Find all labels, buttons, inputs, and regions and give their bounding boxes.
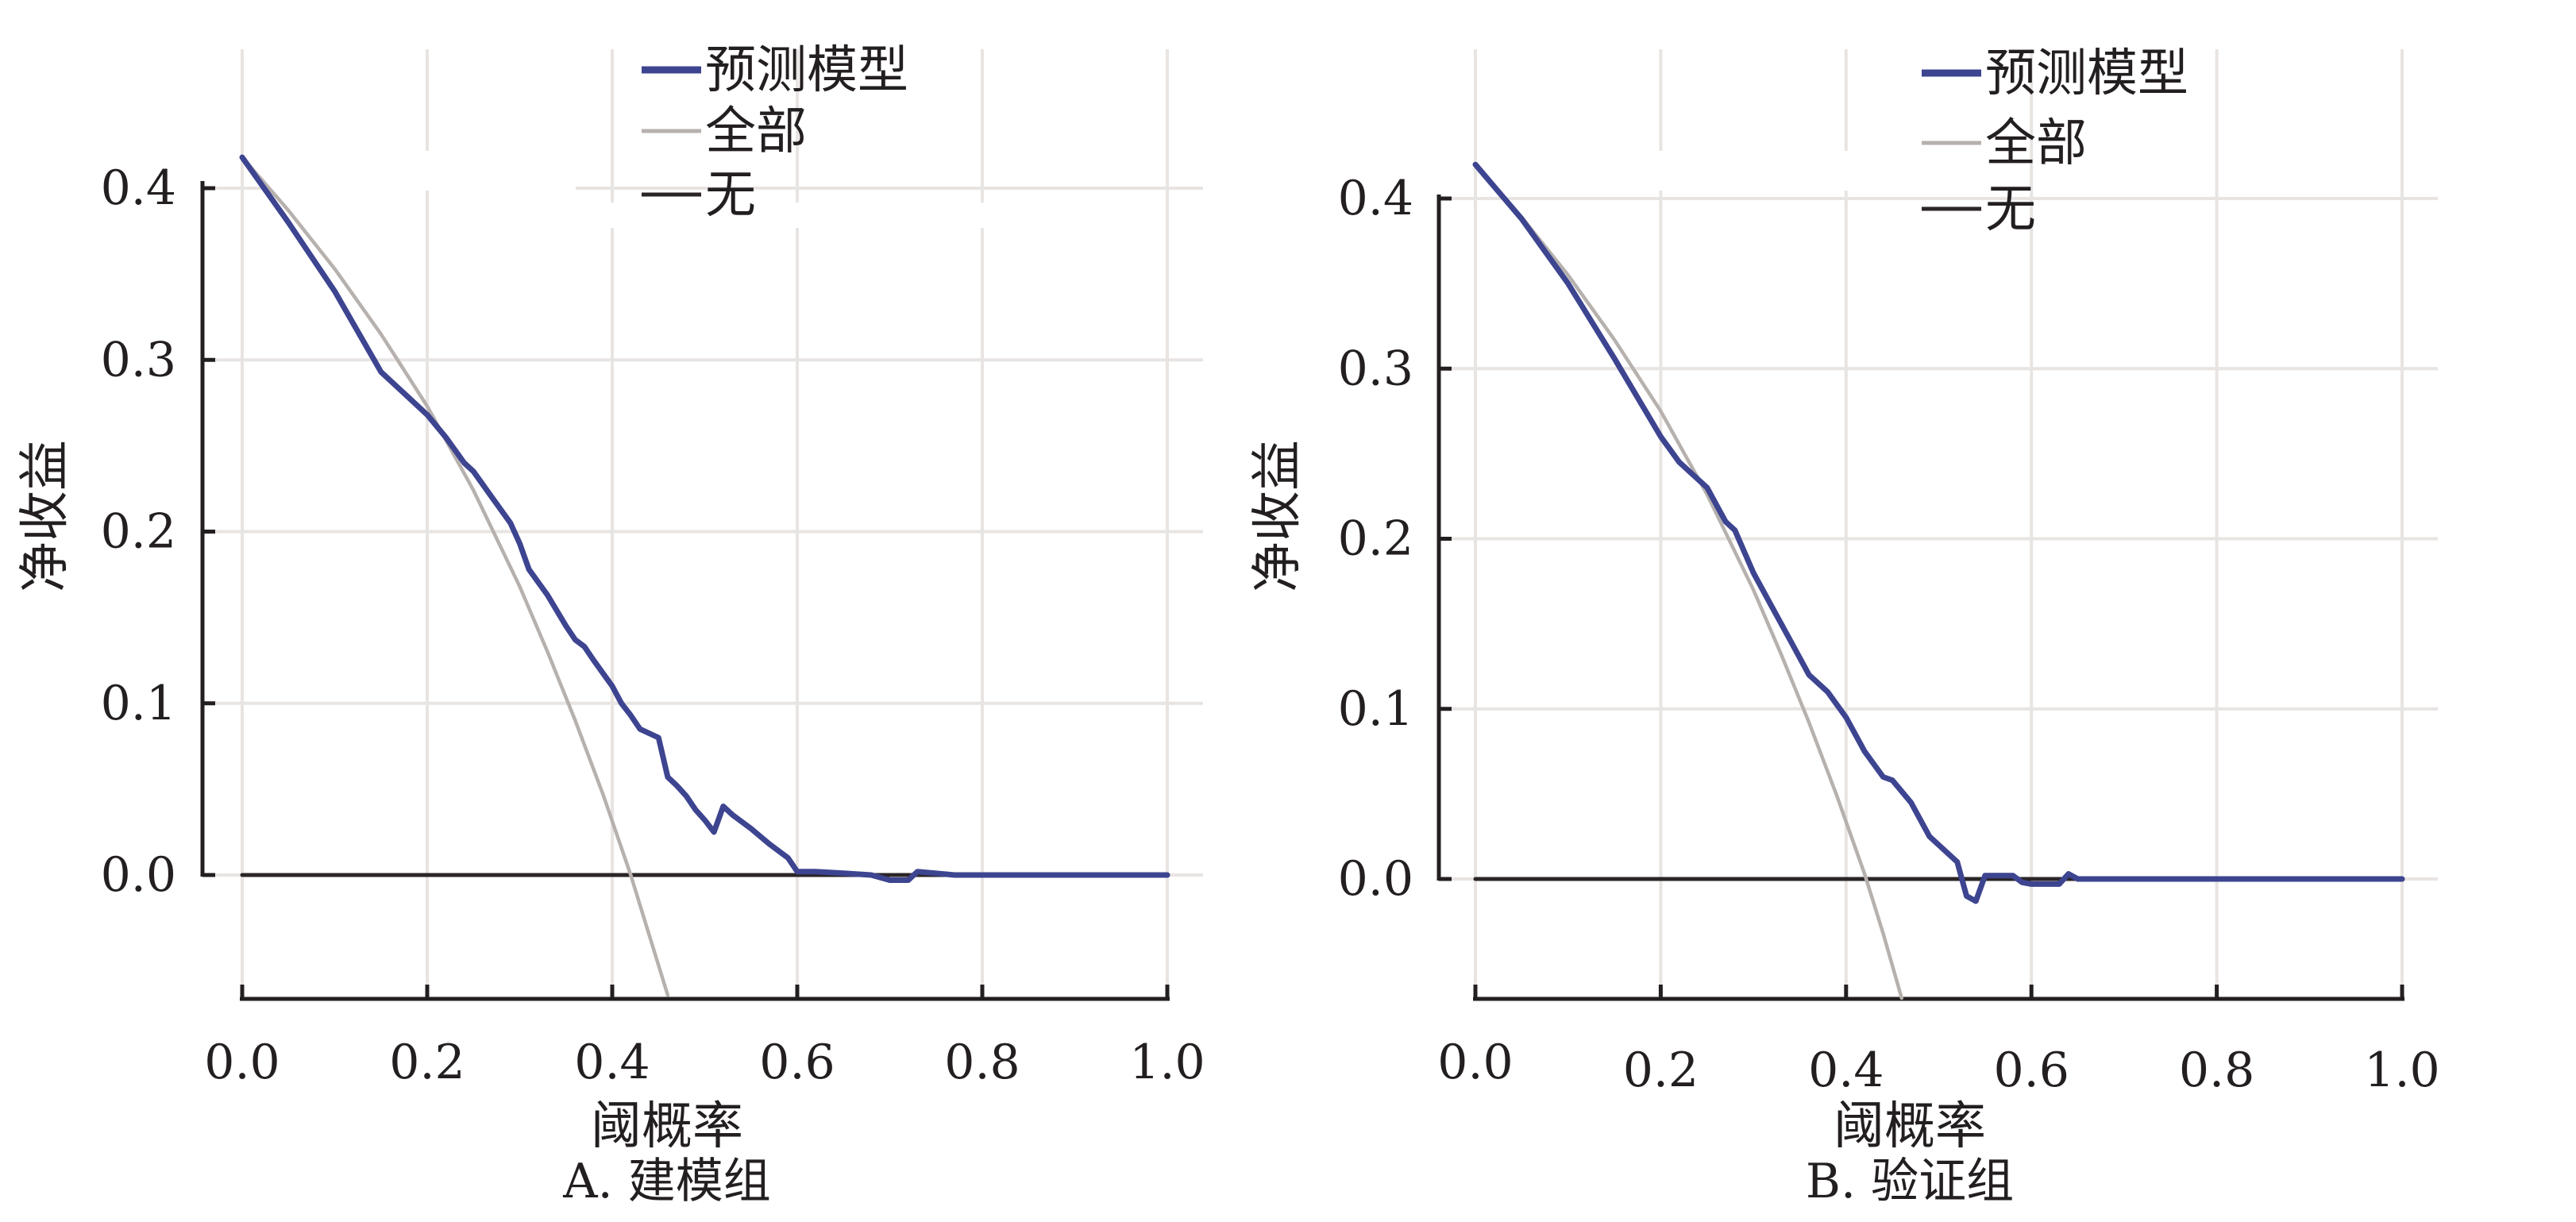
legend-background (1501, 151, 1882, 191)
x-tick-label: 0.4 (574, 1035, 650, 1090)
legend-background (576, 202, 1020, 228)
chart-panel-b: 0.4 0.3 0.2 0.1 0.0 0.0 0.2 0.4 0.6 0.8 1.0 净收益阈概率B… (1248, 44, 2440, 1209)
y-tick-label: 0.0 (1338, 851, 1413, 907)
x-axis-title: 阈概率 (591, 1097, 743, 1156)
series-line-model (239, 154, 1170, 883)
series-line-model (1472, 161, 2405, 904)
y-tick-label: 0.0 (101, 847, 176, 903)
legend-label: 无 (1985, 180, 2036, 239)
x-tick-label: 0.0 (1437, 1035, 1513, 1090)
x-tick-label: 0.2 (389, 1035, 465, 1090)
x-tick-label: 0.0 (204, 1035, 280, 1090)
y-tick-label: 0.4 (1338, 171, 1413, 226)
x-tick-label: 0.8 (944, 1035, 1020, 1090)
chart-panel-a: 0.4 0.3 0.2 0.1 0.0 0.0 0.2 0.4 0.6 0.8 1.0 净收益阈概率A… (16, 41, 1205, 1209)
y-tick-label: 0.3 (101, 332, 176, 387)
legend-label: 全部 (1985, 114, 2087, 173)
x-axis-title: 阈概率 (1834, 1097, 1986, 1156)
legend-label: 预测模型 (705, 41, 908, 100)
panel-caption: B. 验证组 (1806, 1154, 2014, 1209)
x-tick-label: 1.0 (1129, 1035, 1205, 1090)
y-tick-label: 0.1 (101, 676, 176, 731)
grid (1439, 49, 2438, 999)
series-line-all (240, 155, 670, 997)
y-tick-label: 0.2 (1338, 511, 1413, 567)
series-line-all (1473, 162, 1904, 1000)
y-axis-title: 净收益 (1248, 440, 1307, 592)
legend-label: 预测模型 (1985, 44, 2188, 103)
legend-label: 全部 (705, 102, 807, 161)
y-tick-label: 0.1 (1338, 681, 1413, 737)
legend-background (266, 151, 576, 191)
x-tick-label: 0.6 (1993, 1043, 2069, 1098)
x-tick-label: 0.4 (1808, 1043, 1884, 1098)
y-tick-label: 0.2 (101, 504, 176, 560)
y-axis-title: 净收益 (16, 440, 75, 592)
legend-label: 无 (705, 166, 756, 225)
x-tick-label: 0.6 (759, 1035, 835, 1090)
y-tick-label: 0.3 (1338, 341, 1413, 396)
grid (202, 49, 1203, 999)
panel-caption: A. 建模组 (562, 1154, 770, 1209)
x-tick-label: 0.2 (1623, 1043, 1699, 1098)
x-tick-label: 1.0 (2364, 1043, 2439, 1098)
y-tick-label: 0.4 (101, 160, 176, 216)
x-tick-label: 0.8 (2179, 1043, 2254, 1098)
